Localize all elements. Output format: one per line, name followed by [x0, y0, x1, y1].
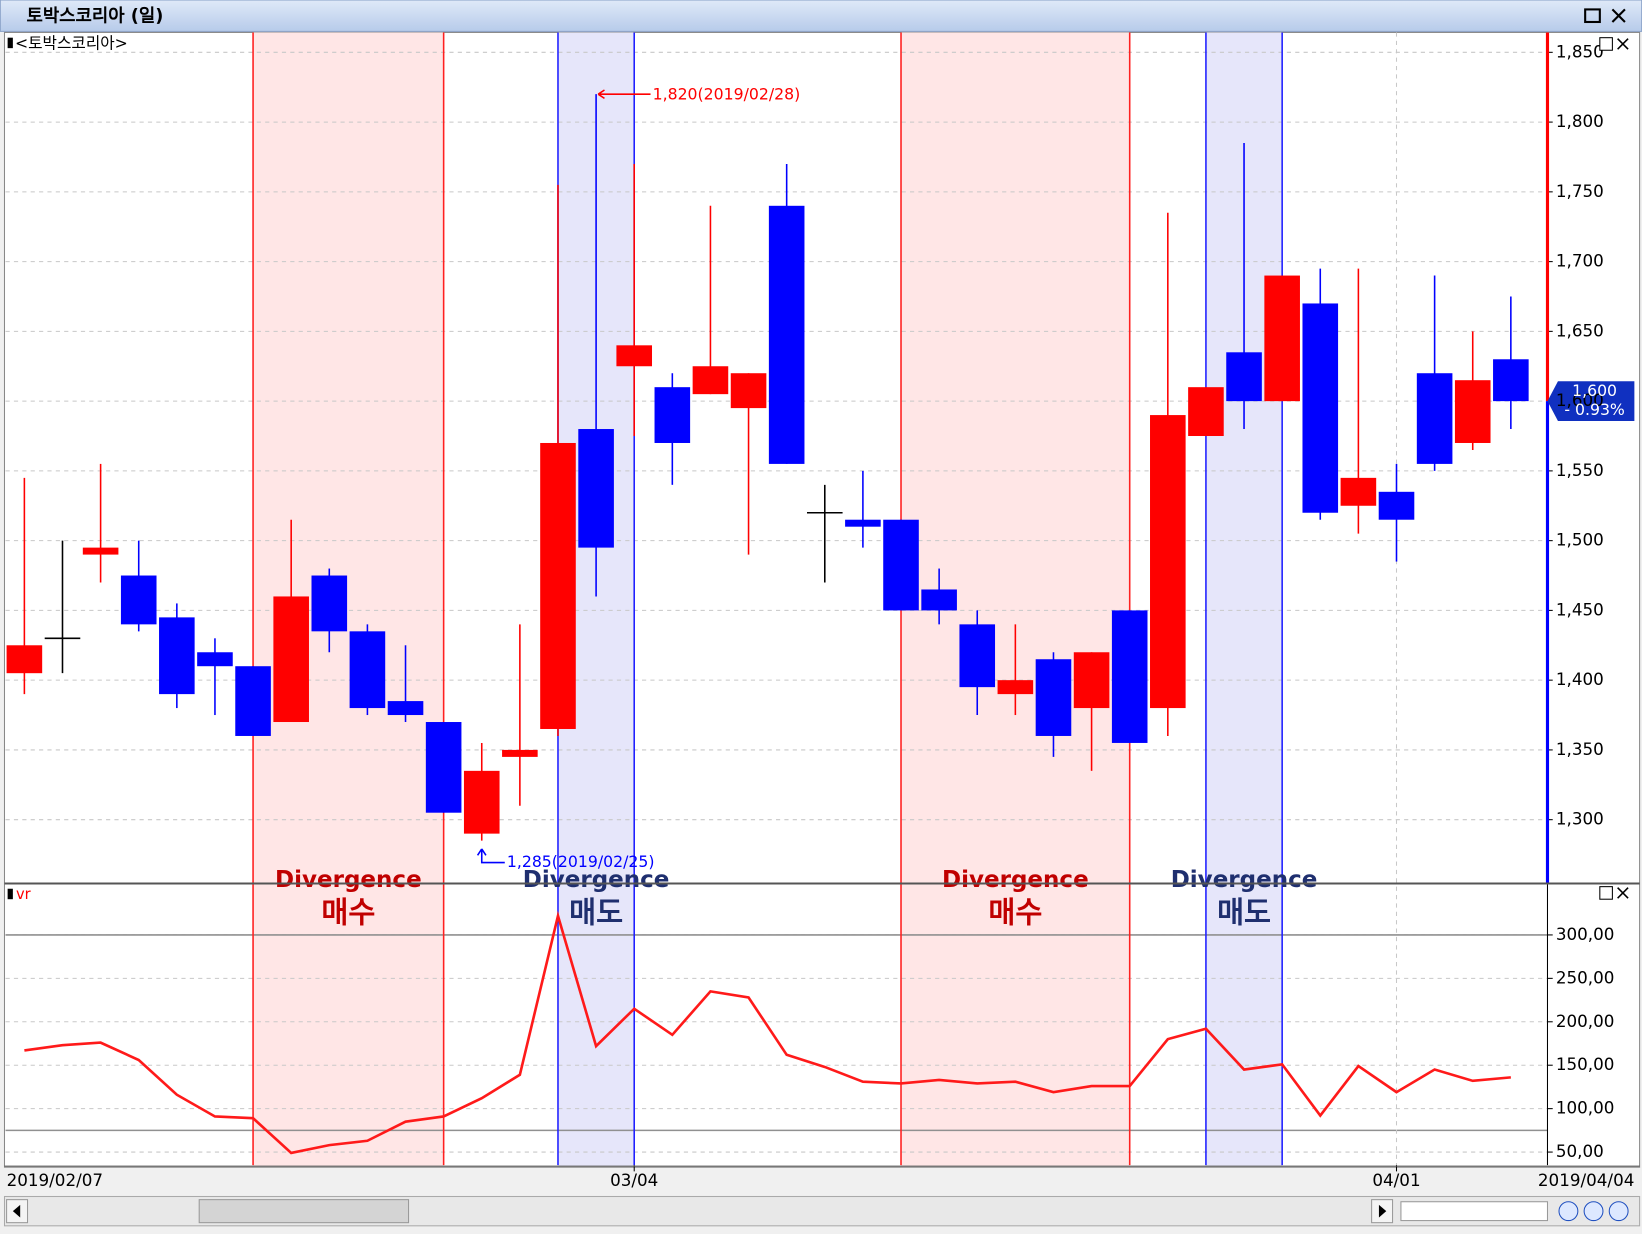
- candle-body: [120, 575, 157, 625]
- candle-body: [616, 345, 653, 367]
- y2-tick-label: 200,00: [1556, 1011, 1615, 1031]
- candle-body: [540, 442, 576, 729]
- candle-body: [197, 652, 233, 667]
- y-tick-label: 1,550: [1556, 460, 1604, 480]
- y-tick-label: 1,400: [1556, 669, 1604, 689]
- candle-body: [425, 722, 462, 813]
- candle-body: [311, 575, 348, 632]
- panel-close[interactable]: [1617, 887, 1629, 899]
- candle-body: [1111, 610, 1148, 743]
- y2-tick-label: 100,00: [1556, 1098, 1615, 1118]
- candle-body: [578, 429, 614, 548]
- panel-max[interactable]: [1599, 886, 1613, 900]
- y2-tick-label: 300,00: [1556, 924, 1615, 944]
- y-tick-label: 1,650: [1556, 320, 1604, 340]
- candle-body: [159, 617, 195, 695]
- candle-body: [654, 387, 691, 443]
- panel-icon: [7, 37, 13, 49]
- candle-body: [349, 631, 386, 709]
- candle-body: [82, 547, 119, 555]
- candle-body: [1264, 275, 1300, 402]
- y2-tick-label: 50,00: [1556, 1141, 1604, 1161]
- candle-body: [1226, 352, 1262, 402]
- current-price: 1,600: [1572, 381, 1617, 400]
- region-label: Divergence: [523, 867, 670, 893]
- current-change: - 0.93%: [1564, 400, 1625, 419]
- candle-body: [1340, 477, 1377, 506]
- y2-tick-label: 250,00: [1556, 967, 1615, 987]
- region-action: 매도: [569, 895, 623, 929]
- y-tick-label: 1,800: [1556, 111, 1604, 131]
- current-price-box: [1547, 381, 1635, 422]
- close-button[interactable]: [1611, 8, 1626, 23]
- candle-body: [1302, 303, 1339, 513]
- panel-close[interactable]: [1617, 38, 1629, 50]
- candle-body: [1035, 659, 1072, 736]
- zoom-reset[interactable]: [1608, 1201, 1629, 1222]
- candle-body: [1416, 373, 1453, 464]
- candle-body: [387, 701, 424, 716]
- scroll-thumb[interactable]: [198, 1199, 410, 1224]
- zoom-slider[interactable]: [1400, 1201, 1549, 1222]
- window-title: 토박스코리아 (일): [26, 6, 163, 27]
- x-tick-label: 2019/02/07: [7, 1170, 103, 1190]
- candle-body: [921, 589, 957, 611]
- y-tick-label: 1,300: [1556, 809, 1604, 829]
- region-action: 매수: [988, 895, 1042, 929]
- region-label: Divergence: [942, 867, 1089, 893]
- panel-icon: [7, 888, 13, 900]
- y-tick-label: 1,500: [1556, 530, 1604, 550]
- candle-body: [997, 680, 1034, 695]
- x-tick-label: 2019/04/04: [1538, 1170, 1634, 1190]
- high-note: 1,820(2019/02/28): [653, 85, 801, 104]
- region-action: 매도: [1217, 895, 1271, 929]
- candle-body: [273, 596, 309, 723]
- candle-body: [959, 624, 996, 688]
- region-action: 매수: [321, 895, 375, 929]
- y2-tick-label: 150,00: [1556, 1054, 1615, 1074]
- x-tick-label: 04/01: [1372, 1170, 1420, 1190]
- candle-body: [235, 666, 271, 736]
- low-arrow: [476, 848, 505, 864]
- maximize-button[interactable]: [1584, 8, 1601, 24]
- candle-body: [692, 366, 729, 395]
- panel-title: vr: [16, 886, 32, 903]
- region-label: Divergence: [275, 867, 422, 893]
- y-tick-label: 1,850: [1556, 41, 1604, 61]
- zoom-out[interactable]: [1583, 1201, 1604, 1222]
- chart-area: [3, 31, 1641, 1168]
- title-bar: [0, 0, 1642, 32]
- candle-body: [1188, 387, 1224, 437]
- panel-max[interactable]: [1599, 37, 1613, 51]
- candle-body: [730, 373, 767, 409]
- zoom-in[interactable]: [1558, 1201, 1579, 1222]
- candle-body: [1454, 380, 1491, 443]
- y-tick-label: 1,750: [1556, 181, 1604, 201]
- y-tick-label: 1,450: [1556, 599, 1604, 619]
- region-label: Divergence: [1171, 867, 1318, 893]
- candle-body: [1073, 652, 1110, 709]
- panel-title: <토박스코리아>: [15, 33, 128, 52]
- candle-body: [463, 770, 500, 834]
- candle-body: [1378, 491, 1415, 520]
- candle-body: [1150, 415, 1186, 709]
- low-note: 1,285(2019/02/25): [507, 852, 655, 871]
- x-tick-label: 03/04: [610, 1170, 658, 1190]
- y-tick-label: 1,350: [1556, 739, 1604, 759]
- vr-line: [24, 910, 1511, 1155]
- arrow-icon: [12, 1204, 21, 1218]
- candle-body: [502, 749, 538, 757]
- y-tick-label: 1,600: [1556, 390, 1604, 410]
- arrow-icon: [1378, 1204, 1387, 1218]
- candle-body: [6, 645, 43, 674]
- y-tick-label: 1,700: [1556, 251, 1604, 271]
- candle-body: [883, 519, 919, 611]
- candle-body: [845, 519, 881, 527]
- high-arrow: [597, 89, 651, 100]
- candle-body: [1493, 359, 1529, 402]
- candle-body: [768, 205, 805, 464]
